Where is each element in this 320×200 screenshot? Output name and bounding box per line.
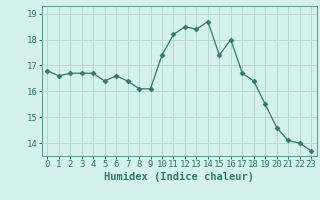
X-axis label: Humidex (Indice chaleur): Humidex (Indice chaleur) — [104, 172, 254, 182]
